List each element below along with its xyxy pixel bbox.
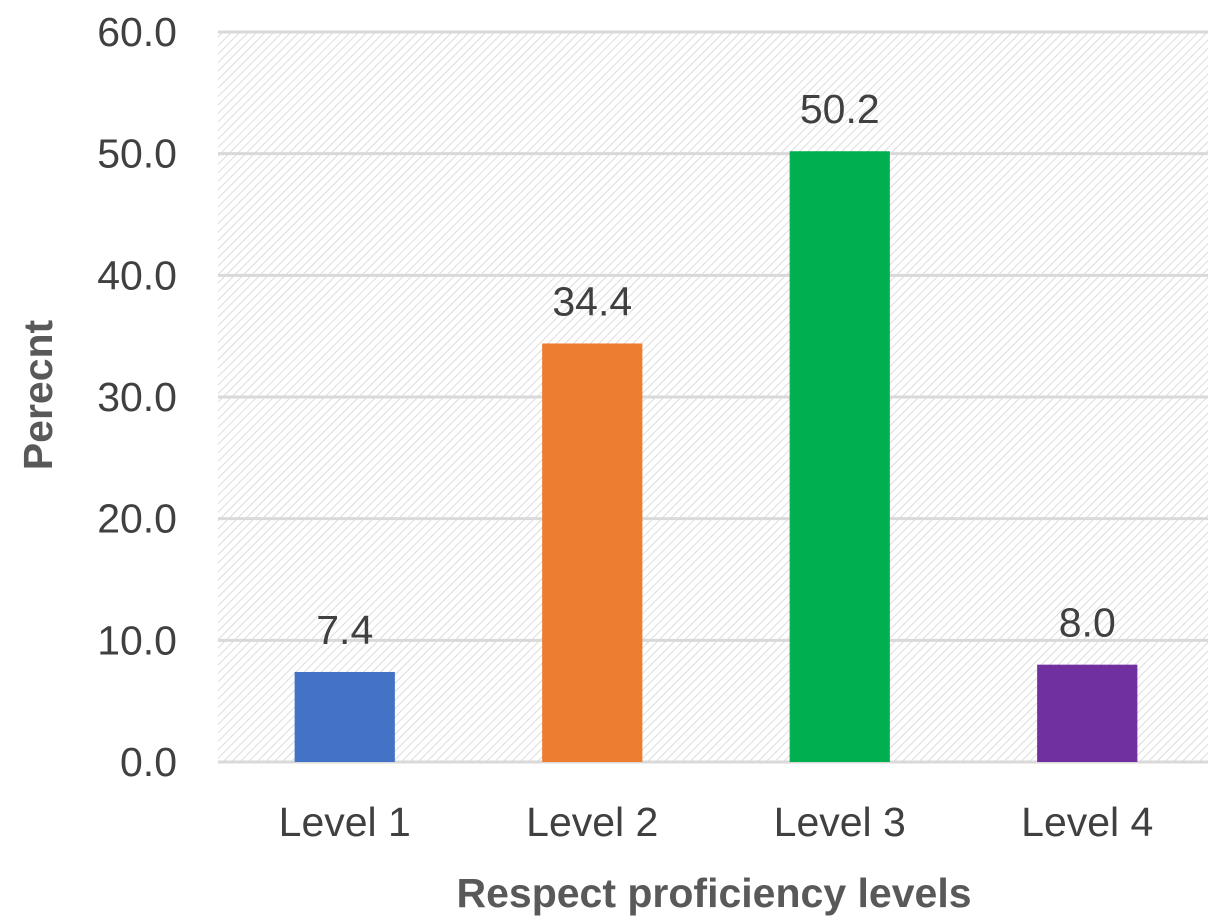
bars: [294, 151, 1138, 762]
bar-level-4: [1037, 664, 1138, 762]
bar-level-2: [542, 343, 643, 762]
data-label: 50.2: [800, 86, 880, 132]
data-labels: 7.4 34.4 50.2 8.0: [316, 86, 1116, 653]
y-tick-label: 50.0: [97, 131, 177, 177]
y-tick-label: 30.0: [97, 374, 177, 420]
x-tick-label: Level 2: [526, 799, 658, 845]
x-tick-label: Level 4: [1021, 799, 1153, 845]
y-axis: 0.0 10.0 20.0 30.0 40.0 50.0 60.0: [97, 9, 177, 785]
x-axis: Level 1 Level 2 Level 3 Level 4: [279, 799, 1154, 845]
y-tick-label: 40.0: [97, 252, 177, 298]
data-label: 8.0: [1059, 600, 1116, 646]
x-tick-label: Level 3: [774, 799, 906, 845]
x-tick-label: Level 1: [279, 799, 411, 845]
data-label: 34.4: [552, 278, 632, 324]
data-label: 7.4: [316, 607, 373, 653]
y-axis-title: Perecnt: [15, 319, 61, 470]
y-tick-label: 0.0: [120, 739, 177, 785]
bar-level-1: [294, 671, 395, 762]
bar-level-3: [789, 151, 890, 762]
y-tick-label: 60.0: [97, 9, 177, 55]
y-tick-label: 20.0: [97, 496, 177, 542]
x-axis-title: Respect proficiency levels: [456, 870, 971, 916]
y-tick-label: 10.0: [97, 617, 177, 663]
